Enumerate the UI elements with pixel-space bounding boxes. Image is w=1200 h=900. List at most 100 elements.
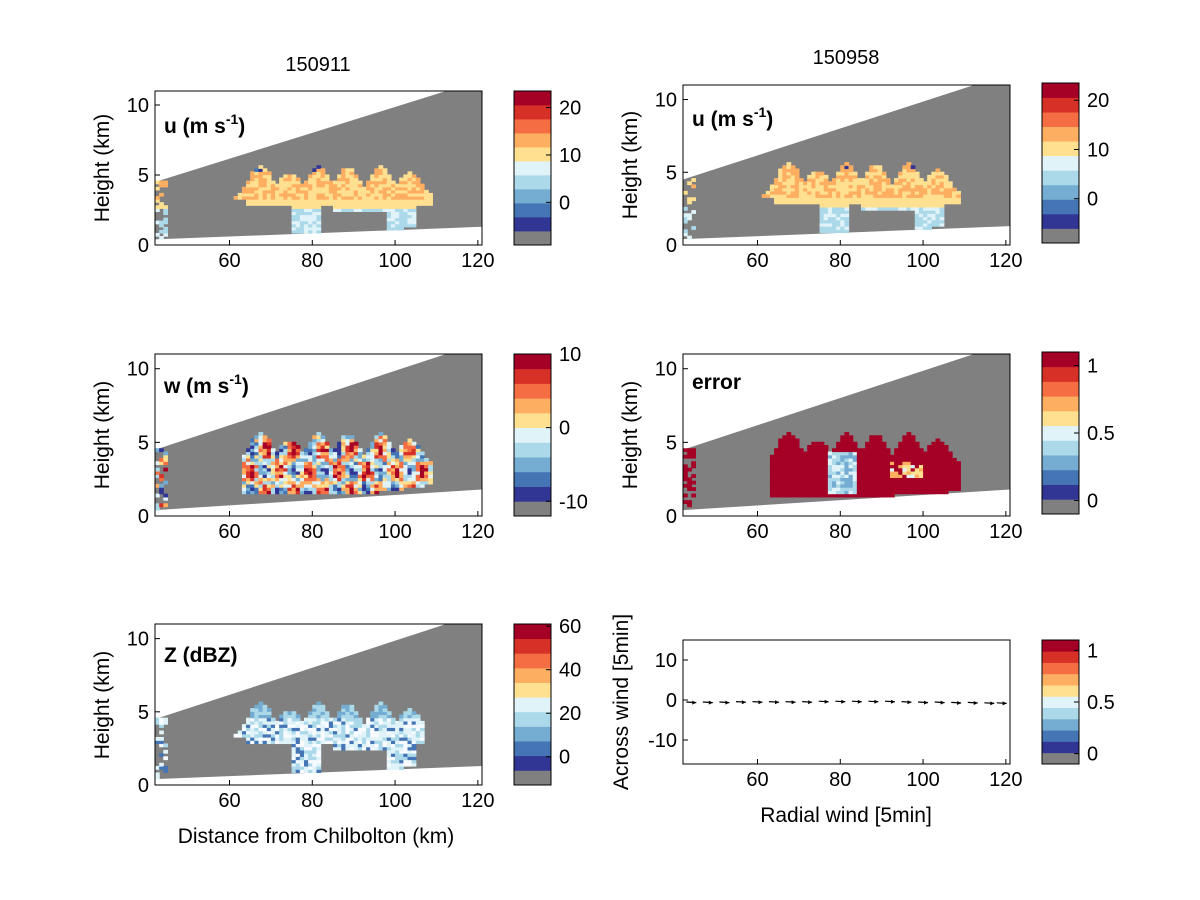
echo-cell	[811, 445, 817, 449]
echo-cell	[943, 194, 949, 198]
echo-cell	[811, 464, 817, 469]
echo-cell	[316, 727, 322, 732]
echo-cell	[275, 736, 280, 741]
echo-cell	[345, 171, 351, 176]
echo-cell	[241, 470, 247, 475]
echo-cell	[349, 467, 355, 472]
echo-cell	[927, 178, 932, 182]
echo-cell	[378, 701, 384, 706]
echo-cell	[786, 197, 792, 202]
echo-cell	[419, 474, 425, 479]
echo-cell	[794, 438, 800, 443]
echo-cell	[386, 711, 392, 716]
echo-cell	[163, 454, 169, 459]
echo-cell	[291, 765, 297, 770]
echo-cell	[304, 730, 309, 735]
echo-cell	[823, 226, 829, 230]
echo-cell	[687, 216, 692, 221]
echo-cell	[390, 733, 396, 738]
echo-cell	[819, 477, 825, 482]
echo-cell	[811, 451, 817, 456]
echo-cell	[832, 457, 837, 462]
echo-cell	[399, 223, 404, 228]
echo-cell	[778, 174, 783, 179]
colorbar-tick-label: 60	[559, 616, 581, 638]
echo-cell	[270, 483, 276, 488]
echo-cell	[316, 211, 322, 216]
echo-cell	[283, 720, 289, 725]
echo-cell	[258, 186, 264, 191]
echo-cell	[836, 467, 841, 472]
echo-cell	[395, 759, 400, 764]
echo-cell	[361, 487, 367, 491]
echo-cell	[798, 454, 804, 459]
echo-cell	[873, 174, 879, 179]
echo-cell	[769, 454, 775, 459]
echo-cell	[328, 727, 334, 732]
echo-cell	[935, 477, 941, 482]
x-axis-tick-label: 100	[378, 790, 411, 812]
echo-cell	[782, 493, 788, 498]
echo-cell	[155, 503, 160, 508]
echo-cell	[852, 477, 858, 482]
echo-cell	[782, 178, 788, 182]
echo-cell	[386, 714, 392, 719]
echo-cell	[312, 199, 318, 203]
echo-cell	[345, 445, 351, 449]
echo-cell	[382, 736, 388, 741]
echo-cell	[399, 470, 404, 475]
echo-field	[155, 701, 425, 780]
echo-cell	[328, 477, 334, 482]
echo-cell	[366, 457, 371, 462]
echo-cell	[683, 213, 688, 218]
echo-cell	[790, 477, 796, 482]
echo-cell	[939, 490, 945, 495]
echo-cell	[328, 457, 334, 462]
echo-cell	[889, 490, 895, 495]
echo-cell	[341, 205, 347, 209]
echo-cell	[312, 189, 318, 194]
echo-cell	[254, 487, 260, 491]
echo-cell	[894, 206, 899, 211]
echo-cell	[341, 196, 347, 200]
echo-cell	[927, 203, 932, 208]
echo-cell	[279, 461, 284, 466]
echo-cell	[254, 168, 260, 172]
echo-cell	[370, 441, 375, 446]
echo-cell	[295, 183, 301, 188]
colorbar-tick-label: 0	[559, 747, 570, 769]
echo-cell	[378, 189, 384, 194]
echo-cell	[428, 470, 433, 475]
echo-cell	[378, 720, 384, 725]
echo-cell	[927, 487, 932, 491]
echo-cell	[370, 174, 375, 179]
echo-cell	[943, 448, 949, 453]
echo-cell	[774, 190, 779, 195]
echo-cell	[399, 464, 404, 469]
echo-cell	[291, 199, 297, 203]
echo-cell	[283, 174, 289, 179]
echo-cell	[844, 187, 850, 192]
echo-cell	[299, 727, 305, 732]
echo-cell	[877, 441, 883, 446]
echo-cell	[939, 184, 945, 189]
echo-cell	[250, 445, 255, 449]
echo-cell	[415, 727, 421, 732]
echo-cell	[415, 740, 421, 745]
echo-cell	[914, 445, 920, 449]
echo-cell	[361, 730, 367, 735]
echo-cell	[324, 451, 330, 456]
echo-cell	[782, 474, 788, 479]
echo-cell	[320, 435, 326, 440]
echo-cell	[254, 480, 260, 485]
echo-cell	[382, 487, 388, 491]
echo-cell	[337, 189, 342, 194]
echo-cell	[390, 220, 396, 225]
echo-cell	[865, 441, 870, 446]
echo-cell	[931, 441, 937, 446]
echo-cell	[918, 226, 924, 230]
echo-cell	[848, 178, 854, 182]
echo-cell	[374, 714, 380, 719]
echo-cell	[345, 457, 351, 462]
echo-cell	[374, 490, 380, 495]
